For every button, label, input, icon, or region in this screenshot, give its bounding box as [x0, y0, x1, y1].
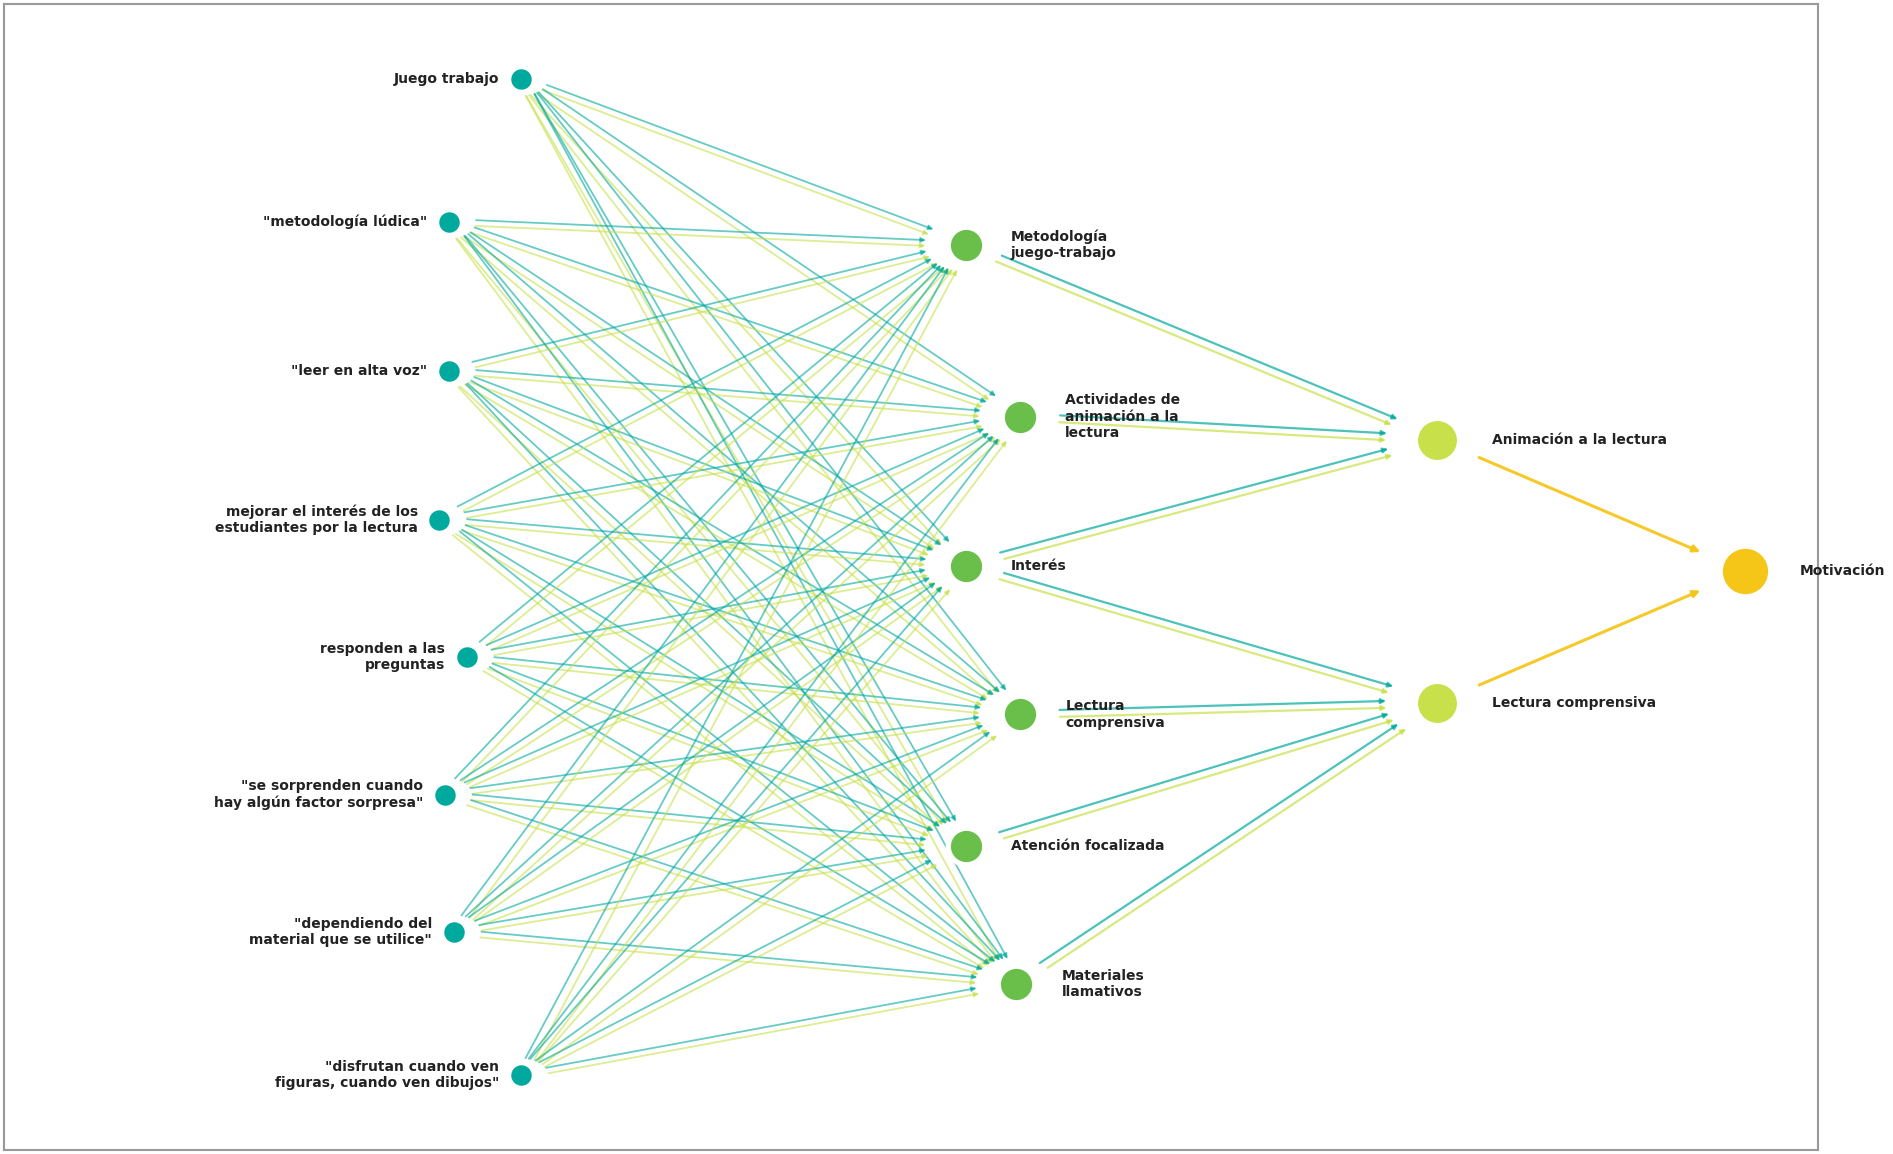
- Point: [1730, 562, 1760, 580]
- Text: Motivación: Motivación: [1800, 564, 1885, 578]
- Point: [430, 786, 460, 804]
- Point: [950, 235, 981, 254]
- Text: Animación a la lectura: Animación a la lectura: [1492, 433, 1666, 447]
- Point: [1001, 974, 1032, 992]
- Point: [950, 235, 981, 254]
- Point: [1001, 974, 1032, 992]
- Point: [424, 510, 454, 529]
- Point: [433, 361, 464, 380]
- Point: [433, 361, 464, 380]
- Text: responden a las
preguntas: responden a las preguntas: [320, 642, 445, 673]
- Point: [1005, 705, 1035, 724]
- Point: [1422, 694, 1452, 712]
- Point: [950, 837, 981, 855]
- Point: [950, 837, 981, 855]
- Text: Lectura
comprensiva: Lectura comprensiva: [1066, 699, 1164, 729]
- Text: "disfrutan cuando ven
figuras, cuando ven dibujos": "disfrutan cuando ven figuras, cuando ve…: [274, 1061, 500, 1091]
- Point: [950, 556, 981, 575]
- Point: [505, 69, 536, 88]
- Point: [1730, 562, 1760, 580]
- Point: [452, 647, 483, 666]
- Point: [439, 923, 469, 942]
- Point: [1422, 694, 1452, 712]
- Text: Metodología
juego-trabajo: Metodología juego-trabajo: [1011, 230, 1117, 260]
- Text: Juego trabajo: Juego trabajo: [394, 72, 500, 85]
- Text: mejorar el interés de los
estudiantes por la lectura: mejorar el interés de los estudiantes po…: [214, 504, 418, 535]
- Text: "metodología lúdica": "metodología lúdica": [263, 215, 426, 230]
- Text: "leer en alta voz": "leer en alta voz": [292, 364, 426, 377]
- Point: [1422, 430, 1452, 449]
- Point: [452, 647, 483, 666]
- Text: Actividades de
animación a la
lectura: Actividades de animación a la lectura: [1066, 394, 1181, 440]
- Point: [1005, 407, 1035, 426]
- Point: [424, 510, 454, 529]
- Point: [950, 556, 981, 575]
- Text: Materiales
llamativos: Materiales llamativos: [1062, 968, 1145, 999]
- Point: [439, 923, 469, 942]
- Point: [1005, 705, 1035, 724]
- Text: Interés: Interés: [1011, 559, 1066, 572]
- Point: [505, 69, 536, 88]
- Point: [505, 1066, 536, 1085]
- Point: [1422, 430, 1452, 449]
- Point: [1005, 407, 1035, 426]
- Text: Atención focalizada: Atención focalizada: [1011, 839, 1164, 853]
- Point: [505, 1066, 536, 1085]
- Point: [433, 212, 464, 231]
- Point: [433, 212, 464, 231]
- Text: "dependiendo del
material que se utilice": "dependiendo del material que se utilice…: [250, 917, 432, 947]
- Text: Lectura comprensiva: Lectura comprensiva: [1492, 696, 1656, 710]
- Text: "se sorprenden cuando
hay algún factor sorpresa": "se sorprenden cuando hay algún factor s…: [214, 779, 424, 810]
- Point: [430, 786, 460, 804]
